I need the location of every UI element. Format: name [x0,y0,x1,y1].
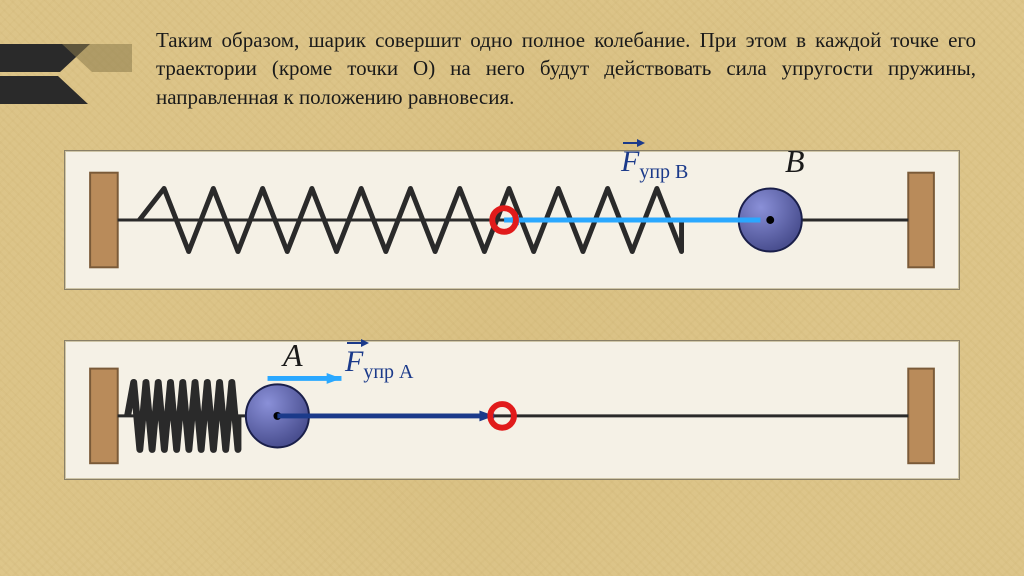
diagram-panel-compressed: A Fупр A [64,340,960,480]
description-paragraph: Таким образом, шарик совершит одно полно… [156,26,976,111]
diagram-panel-stretched: Fупр B B [64,150,960,290]
corner-ornament [0,24,140,134]
force-label-B: Fупр B [621,145,688,184]
point-label-B: B [785,143,805,180]
force-label-A: Fупр A [345,345,413,384]
point-label-A: A [283,337,303,374]
